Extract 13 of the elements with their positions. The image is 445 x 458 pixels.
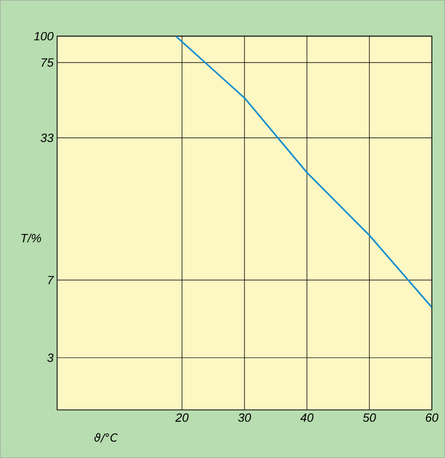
x-tick-label: 60 bbox=[426, 413, 438, 422]
y-tick-label: 7 bbox=[48, 276, 54, 284]
y-tick-label: 3 bbox=[47, 354, 54, 362]
line-series bbox=[174, 36, 432, 308]
x-tick-label: 30 bbox=[238, 413, 252, 422]
y-tick-label: 33 bbox=[40, 134, 54, 142]
y-tick-label: 75 bbox=[42, 58, 54, 67]
y-axis-title: T/% bbox=[21, 234, 42, 242]
x-tick-label: 50 bbox=[362, 413, 376, 422]
x-tick-label: 20 bbox=[175, 413, 189, 422]
x-tick-label: 40 bbox=[300, 413, 314, 422]
y-tick-label: 100 bbox=[34, 32, 54, 40]
x-axis-title: ϑ/°C bbox=[94, 433, 118, 443]
